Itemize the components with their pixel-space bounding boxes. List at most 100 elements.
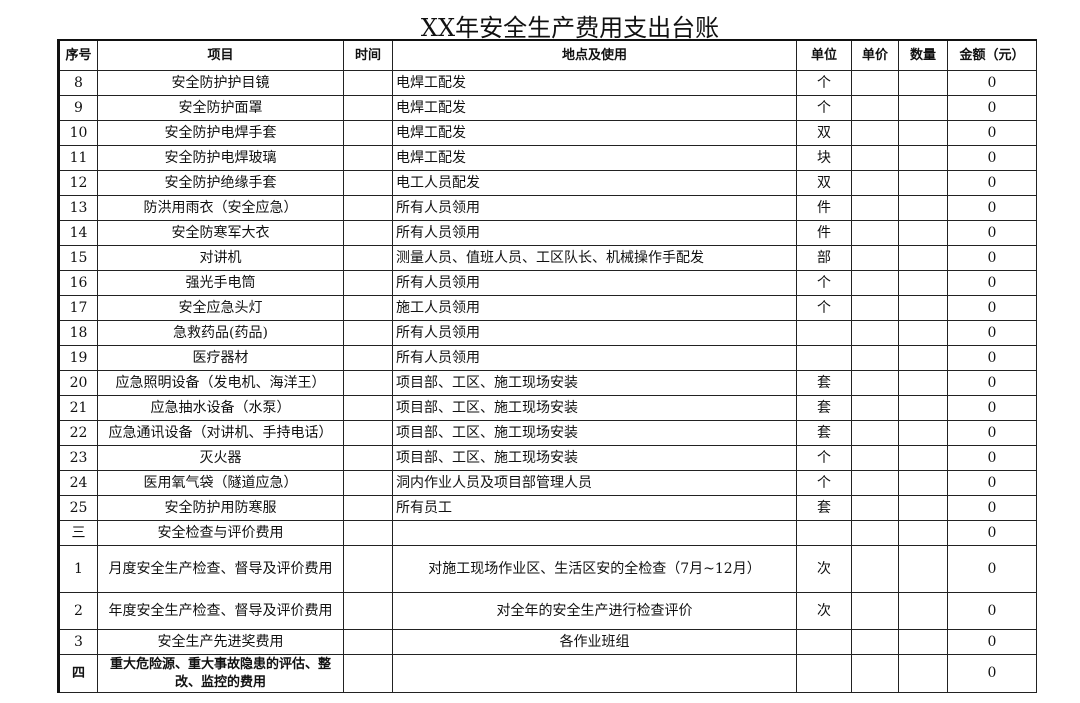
cell-time bbox=[343, 420, 393, 446]
table-row: 21 应急抽水设备（水泵） 项目部、工区、施工现场安装套 0 bbox=[58, 395, 1037, 421]
cell-amount: 0 bbox=[947, 195, 1037, 221]
cell-no: 2 bbox=[58, 592, 98, 630]
cell-no: 1 bbox=[58, 545, 98, 593]
cell-qty bbox=[898, 270, 948, 296]
cell-no: 3 bbox=[58, 629, 98, 655]
cell-qty bbox=[898, 370, 948, 396]
cell-no: 10 bbox=[58, 120, 98, 146]
cell-qty bbox=[898, 170, 948, 196]
cell-qty bbox=[898, 420, 948, 446]
cell-amount: 0 bbox=[947, 445, 1037, 471]
cell-amount: 0 bbox=[947, 629, 1037, 655]
table-row: 3 安全生产先进奖费用 各作业班组 0 bbox=[58, 629, 1037, 655]
cell-price bbox=[851, 395, 899, 421]
table-row: 15 对讲机 测量人员、值班人员、工区队长、机械操作手配发部 0 bbox=[58, 245, 1037, 271]
cell-unit bbox=[796, 520, 852, 546]
cell-amount: 0 bbox=[947, 370, 1037, 396]
cell-use: 测量人员、值班人员、工区队长、机械操作手配发 bbox=[392, 245, 797, 271]
table-row: 16 强光手电筒 所有人员领用个 0 bbox=[58, 270, 1037, 296]
cell-use bbox=[392, 654, 797, 693]
cell-use: 所有人员领用 bbox=[392, 195, 797, 221]
table-row: 22 应急通讯设备（对讲机、手持电话） 项目部、工区、施工现场安装套 0 bbox=[58, 420, 1037, 446]
cell-price bbox=[851, 445, 899, 471]
cell-amount: 0 bbox=[947, 545, 1037, 593]
cell-use: 对全年的安全生产进行检查评价 bbox=[392, 592, 797, 630]
cell-no: 22 bbox=[58, 420, 98, 446]
cell-item: 安全防寒军大衣 bbox=[97, 220, 344, 246]
cell-no: 21 bbox=[58, 395, 98, 421]
cell-unit bbox=[796, 345, 852, 371]
table-row: 8 安全防护护目镜 电焊工配发个 0 bbox=[58, 70, 1037, 96]
header-cell: 时间 bbox=[343, 39, 393, 71]
cell-time bbox=[343, 145, 393, 171]
cell-unit: 套 bbox=[796, 370, 852, 396]
cell-use: 施工人员领用 bbox=[392, 295, 797, 321]
cell-time bbox=[343, 220, 393, 246]
cell-item: 安全检查与评价费用 bbox=[97, 520, 344, 546]
header-cell: 项目 bbox=[97, 39, 344, 71]
cell-no: 25 bbox=[58, 495, 98, 521]
cell-use: 所有员工 bbox=[392, 495, 797, 521]
cell-item: 安全防护用防寒服 bbox=[97, 495, 344, 521]
table-row: 三安全检查与评价费用 0 bbox=[58, 520, 1037, 546]
cell-no: 8 bbox=[58, 70, 98, 96]
cell-unit: 件 bbox=[796, 220, 852, 246]
cell-time bbox=[343, 70, 393, 96]
cell-qty bbox=[898, 295, 948, 321]
cell-amount: 0 bbox=[947, 70, 1037, 96]
cell-time bbox=[343, 545, 393, 593]
cell-time bbox=[343, 320, 393, 346]
table-row: 20 应急照明设备（发电机、海洋王） 项目部、工区、施工现场安装套 0 bbox=[58, 370, 1037, 396]
cell-use: 电工人员配发 bbox=[392, 170, 797, 196]
cell-item: 月度安全生产检查、督导及评价费用 bbox=[97, 545, 344, 593]
cell-price bbox=[851, 320, 899, 346]
cell-use: 电焊工配发 bbox=[392, 95, 797, 121]
cell-price bbox=[851, 420, 899, 446]
cell-unit: 个 bbox=[796, 95, 852, 121]
cell-price bbox=[851, 270, 899, 296]
cell-qty bbox=[898, 345, 948, 371]
cell-unit: 个 bbox=[796, 270, 852, 296]
header-cell: 数量 bbox=[898, 39, 948, 71]
cell-use: 所有人员领用 bbox=[392, 270, 797, 296]
cell-no: 24 bbox=[58, 470, 98, 496]
cell-qty bbox=[898, 245, 948, 271]
cell-time bbox=[343, 295, 393, 321]
header-cell: 地点及使用 bbox=[392, 39, 797, 71]
cell-amount: 0 bbox=[947, 270, 1037, 296]
cell-item: 应急抽水设备（水泵） bbox=[97, 395, 344, 421]
cell-use: 所有人员领用 bbox=[392, 220, 797, 246]
cell-time bbox=[343, 95, 393, 121]
cell-item: 年度安全生产检查、督导及评价费用 bbox=[97, 592, 344, 630]
cell-no: 19 bbox=[58, 345, 98, 371]
cell-time bbox=[343, 470, 393, 496]
cell-item: 应急通讯设备（对讲机、手持电话） bbox=[97, 420, 344, 446]
cell-item: 医用氧气袋（隧道应急） bbox=[97, 470, 344, 496]
cell-time bbox=[343, 654, 393, 693]
cell-amount: 0 bbox=[947, 654, 1037, 693]
cell-amount: 0 bbox=[947, 395, 1037, 421]
cell-qty bbox=[898, 629, 948, 655]
cell-item: 急救药品(药品) bbox=[97, 320, 344, 346]
cell-use: 各作业班组 bbox=[392, 629, 797, 655]
cell-item: 安全防护电焊手套 bbox=[97, 120, 344, 146]
cell-price bbox=[851, 629, 899, 655]
cell-amount: 0 bbox=[947, 295, 1037, 321]
cell-no: 13 bbox=[58, 195, 98, 221]
cell-item: 安全应急头灯 bbox=[97, 295, 344, 321]
cell-no: 12 bbox=[58, 170, 98, 196]
cell-qty bbox=[898, 220, 948, 246]
table-row: 10 安全防护电焊手套 电焊工配发双 0 bbox=[58, 120, 1037, 146]
cell-qty bbox=[898, 445, 948, 471]
cell-use: 所有人员领用 bbox=[392, 320, 797, 346]
table-row: 2 年度安全生产检查、督导及评价费用 对全年的安全生产进行检查评价次 0 bbox=[58, 592, 1037, 630]
cell-price bbox=[851, 470, 899, 496]
table-row: 9 安全防护面罩 电焊工配发个 0 bbox=[58, 95, 1037, 121]
cell-qty bbox=[898, 395, 948, 421]
cell-price bbox=[851, 70, 899, 96]
cell-time bbox=[343, 520, 393, 546]
cell-use: 电焊工配发 bbox=[392, 120, 797, 146]
cell-price bbox=[851, 520, 899, 546]
cell-use: 项目部、工区、施工现场安装 bbox=[392, 395, 797, 421]
cell-price bbox=[851, 592, 899, 630]
